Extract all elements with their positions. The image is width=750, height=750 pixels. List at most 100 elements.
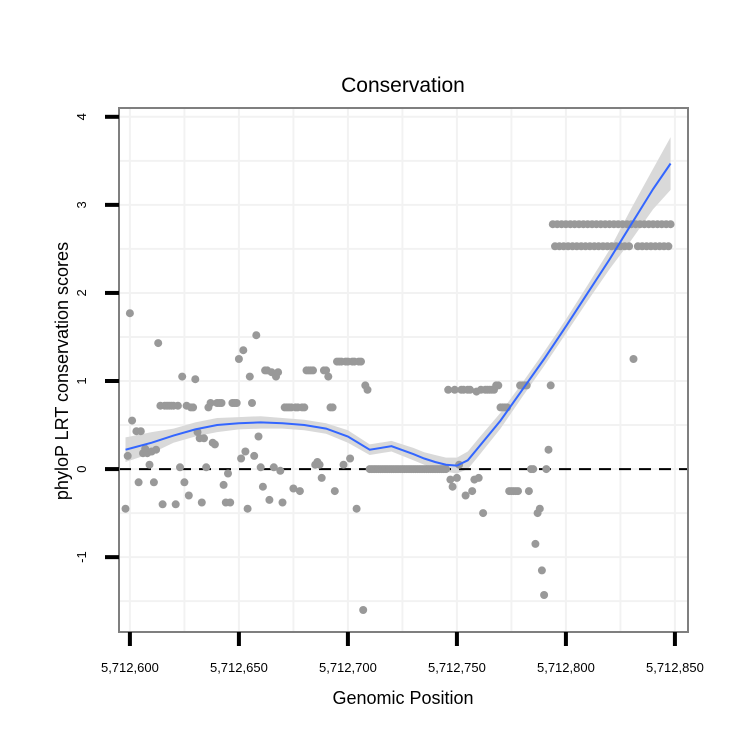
data-point-194 xyxy=(546,381,555,390)
confidence-band-layer xyxy=(125,137,671,474)
data-point-91 xyxy=(322,366,331,375)
data-point-88 xyxy=(315,460,324,469)
data-point-6 xyxy=(136,427,145,436)
data-point-107 xyxy=(357,357,365,366)
data-point-110 xyxy=(363,385,372,394)
data-point-2 xyxy=(125,309,134,318)
data-point-26 xyxy=(180,478,189,487)
y-axis: -1 0 1 2 3 4 xyxy=(74,113,119,563)
data-point-56 xyxy=(245,372,254,381)
data-point-186 xyxy=(529,465,538,474)
data-point-99 xyxy=(339,460,348,469)
data-point-76 xyxy=(289,484,298,493)
data-point-147 xyxy=(444,385,453,394)
data-point-70 xyxy=(276,466,285,475)
data-point-249 xyxy=(666,220,675,229)
data-point-69 xyxy=(274,368,283,377)
data-point-25 xyxy=(178,372,187,381)
data-point-47 xyxy=(226,498,235,507)
data-point-94 xyxy=(328,403,337,412)
data-point-43 xyxy=(217,399,226,407)
data-point-158 xyxy=(468,487,477,496)
data-point-149 xyxy=(448,482,457,491)
data-point-150 xyxy=(450,385,459,394)
data-point-163 xyxy=(479,509,488,518)
data-point-57 xyxy=(248,399,256,407)
x-tick-label-4: 5,712,800 xyxy=(537,660,595,675)
data-point-157 xyxy=(466,385,474,394)
data-point-61 xyxy=(256,463,265,472)
x-tick-label-3: 5,712,750 xyxy=(428,660,486,675)
data-point-1 xyxy=(123,451,132,460)
smooth-line-layer xyxy=(125,162,672,467)
data-point-192 xyxy=(542,465,551,474)
grid xyxy=(119,108,688,632)
data-point-151 xyxy=(452,473,461,482)
data-point-60 xyxy=(254,432,263,441)
chart-title: Conservation xyxy=(341,74,465,97)
x-tick-label-5: 5,712,850 xyxy=(646,660,704,675)
scatter-points xyxy=(121,220,675,614)
data-point-44 xyxy=(219,480,228,489)
data-point-81 xyxy=(300,403,309,412)
data-point-191 xyxy=(540,591,549,599)
data-point-54 xyxy=(241,447,250,456)
y-tick-label-3: 2 xyxy=(74,289,89,296)
data-point-79 xyxy=(295,487,304,496)
data-point-179 xyxy=(514,487,522,496)
data-point-52 xyxy=(237,454,246,463)
data-point-189 xyxy=(535,504,544,513)
data-point-55 xyxy=(243,504,252,513)
data-point-0 xyxy=(121,504,130,513)
x-axis-label: Genomic Position xyxy=(332,688,473,708)
data-point-40 xyxy=(210,440,219,449)
data-point-13 xyxy=(152,445,161,454)
data-point-16 xyxy=(158,500,167,509)
data-point-3 xyxy=(128,416,137,425)
data-point-89 xyxy=(317,473,326,482)
data-point-248 xyxy=(664,242,673,251)
data-point-62 xyxy=(258,482,267,491)
data-point-146 xyxy=(442,465,450,474)
confidence-band xyxy=(125,137,671,474)
data-point-170 xyxy=(494,381,503,390)
y-axis-label: phyloP LRT conservation scores xyxy=(52,242,72,500)
data-point-148 xyxy=(446,475,455,484)
data-point-187 xyxy=(531,539,540,548)
data-point-92 xyxy=(324,372,333,381)
data-point-65 xyxy=(265,495,274,504)
data-point-105 xyxy=(352,504,361,513)
data-point-50 xyxy=(232,399,241,407)
data-point-12 xyxy=(149,478,158,487)
data-point-31 xyxy=(191,375,200,384)
data-point-85 xyxy=(309,366,317,375)
data-point-161 xyxy=(474,473,483,482)
data-point-46 xyxy=(224,469,232,478)
data-point-23 xyxy=(173,401,182,410)
data-point-108 xyxy=(359,606,368,614)
x-tick-label-0: 5,712,600 xyxy=(101,660,159,675)
data-point-30 xyxy=(189,403,198,412)
x-axis: 5,712,600 5,712,650 5,712,700 5,712,750 5,71… xyxy=(101,632,704,675)
data-point-95 xyxy=(330,487,339,496)
data-point-53 xyxy=(239,346,248,355)
data-point-22 xyxy=(171,500,180,509)
x-tick-label-2: 5,712,700 xyxy=(319,660,377,675)
data-point-38 xyxy=(206,399,215,407)
data-point-71 xyxy=(278,498,287,507)
data-point-58 xyxy=(250,451,259,460)
data-point-5 xyxy=(134,478,143,487)
data-point-230 xyxy=(625,242,634,251)
data-point-36 xyxy=(202,463,211,472)
data-point-34 xyxy=(197,498,206,507)
data-point-184 xyxy=(524,487,533,496)
data-point-232 xyxy=(629,355,638,363)
data-point-190 xyxy=(537,566,546,575)
data-point-24 xyxy=(176,463,184,472)
data-point-155 xyxy=(461,491,470,500)
panel-border xyxy=(118,107,689,633)
data-point-35 xyxy=(200,434,208,443)
data-point-67 xyxy=(269,463,278,472)
y-tick-label-2: 1 xyxy=(74,377,89,384)
